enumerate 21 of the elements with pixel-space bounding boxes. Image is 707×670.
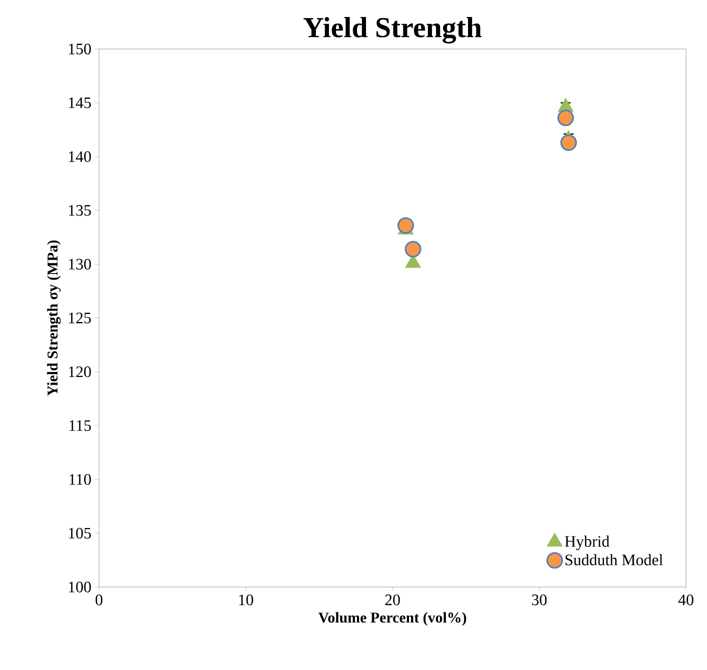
- chart-title: Yield Strength: [304, 17, 482, 44]
- x-tick-label: 20: [385, 594, 400, 606]
- x-tick-label: 0: [96, 594, 102, 606]
- legend-label: Sudduth Model: [566, 554, 663, 566]
- y-tick-label: 135: [68, 205, 91, 216]
- legend-label: Hybrid: [564, 536, 610, 550]
- x-axis-title: Volume Percent (vol%): [318, 612, 466, 626]
- x-tick-label: 10: [239, 594, 254, 606]
- y-tick-label: 125: [68, 312, 91, 324]
- y-tick-label: 115: [70, 420, 91, 431]
- x-tick-label: 40: [678, 594, 694, 606]
- y-tick-label: 140: [68, 151, 91, 162]
- x-tick-label: 30: [532, 594, 547, 606]
- y-axis-title: Yield Strength σy (MPa): [47, 240, 61, 396]
- y-tick-label: 100: [68, 582, 91, 592]
- y-tick-label: 120: [68, 366, 91, 378]
- y-tick-label: 130: [68, 258, 91, 270]
- y-tick-label: 145: [68, 97, 91, 108]
- y-tick-label: 150: [68, 44, 91, 54]
- y-tick-label: 105: [68, 528, 91, 539]
- y-tick-label: 110: [70, 474, 91, 485]
